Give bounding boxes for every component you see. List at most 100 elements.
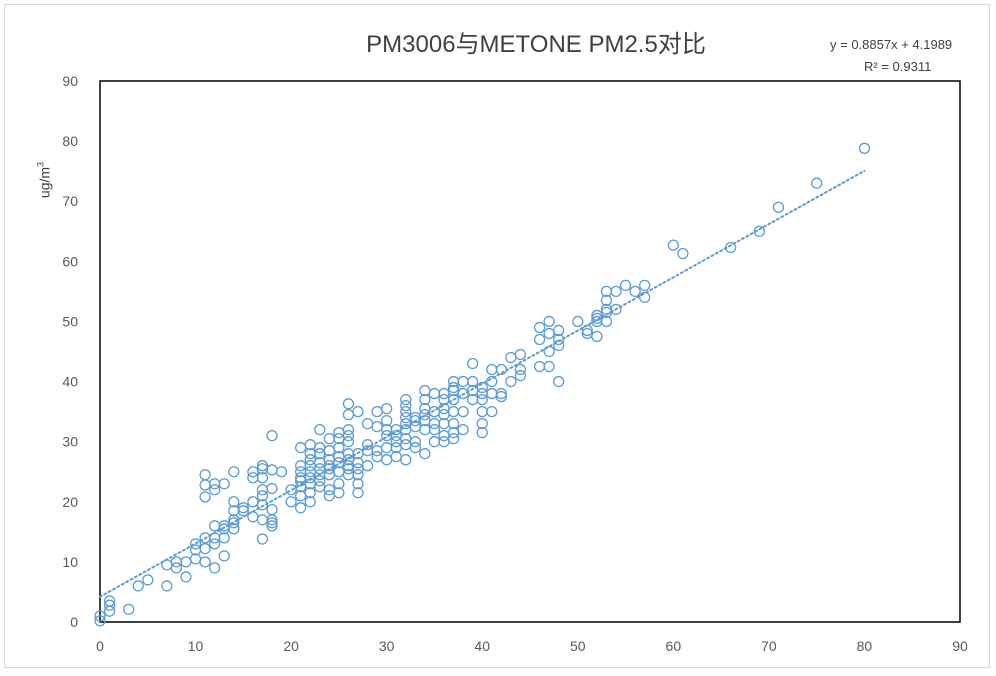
data-point — [314, 475, 326, 487]
x-tick-label: 20 — [283, 638, 299, 654]
data-point — [266, 517, 278, 529]
data-point — [342, 436, 355, 448]
data-point — [553, 324, 565, 337]
data-point — [94, 610, 106, 622]
data-point — [553, 375, 565, 388]
trendline-equation: y = 0.8857x + 4.1989 — [830, 37, 953, 52]
x-axis-tick-labels: 0 10 20 30 40 50 60 70 80 90 — [96, 638, 968, 654]
data-point — [228, 523, 240, 535]
data-point — [639, 279, 651, 292]
data-point — [400, 393, 412, 406]
x-tick-label: 70 — [761, 638, 777, 654]
data-point — [419, 448, 431, 460]
y-tick-label: 30 — [62, 434, 78, 450]
data-point — [199, 491, 211, 503]
data-point — [228, 514, 240, 526]
data-point — [610, 303, 622, 316]
data-point — [333, 487, 345, 499]
data-point — [361, 439, 374, 451]
x-tick-label: 40 — [474, 638, 490, 654]
data-point — [381, 402, 393, 415]
data-point — [619, 279, 632, 292]
y-tick-label: 90 — [62, 73, 78, 89]
data-point — [610, 285, 622, 298]
data-point — [533, 333, 546, 346]
data-point — [199, 543, 211, 555]
data-point — [352, 469, 364, 481]
data-point — [218, 532, 230, 544]
data-point — [400, 399, 412, 412]
data-point — [352, 405, 364, 418]
chart-title: PM3006与METONE PM2.5对比 — [366, 31, 706, 58]
data-point — [447, 381, 460, 394]
data-point — [333, 442, 345, 454]
data-point — [218, 550, 230, 562]
data-point — [352, 478, 364, 490]
data-point — [342, 423, 355, 436]
data-point — [486, 375, 498, 388]
data-point — [333, 478, 345, 490]
data-point — [237, 502, 249, 514]
data-point — [352, 487, 364, 499]
data-point — [256, 499, 269, 511]
data-point — [457, 423, 469, 436]
data-point — [581, 324, 593, 337]
data-point — [543, 315, 555, 328]
data-point — [256, 533, 269, 545]
x-tick-label: 0 — [96, 638, 104, 654]
data-point — [772, 201, 785, 213]
data-point — [228, 496, 240, 508]
x-tick-label: 50 — [570, 638, 586, 654]
data-point — [457, 405, 469, 418]
data-point — [228, 466, 240, 478]
data-point — [514, 369, 527, 382]
x-tick-label: 10 — [188, 638, 204, 654]
data-point — [725, 241, 737, 254]
data-point — [199, 469, 211, 481]
data-point — [170, 562, 183, 574]
x-tick-label: 80 — [857, 638, 873, 654]
data-point — [209, 484, 221, 496]
data-point — [103, 599, 116, 611]
y-tick-label: 0 — [70, 614, 78, 630]
data-point — [505, 375, 517, 388]
plot-area — [99, 80, 961, 623]
data-point — [467, 375, 479, 388]
data-point — [295, 502, 307, 514]
data-point — [667, 239, 679, 251]
data-point — [132, 580, 144, 592]
y-tick-label: 10 — [62, 554, 78, 570]
data-point — [94, 615, 106, 627]
data-point — [543, 360, 555, 373]
data-point — [476, 393, 488, 406]
data-point — [199, 556, 211, 568]
data-point — [514, 348, 527, 361]
data-point — [495, 390, 507, 403]
data-point — [553, 333, 565, 346]
data-point — [361, 460, 374, 472]
data-point — [142, 574, 154, 586]
data-point — [629, 285, 641, 298]
data-point — [419, 393, 431, 406]
data-point — [476, 381, 488, 394]
data-point — [275, 466, 288, 478]
data-point — [266, 482, 278, 495]
data-point — [467, 357, 479, 370]
data-point — [314, 423, 326, 436]
y-tick-label: 80 — [62, 133, 78, 149]
y-tick-label: 20 — [62, 494, 78, 510]
y-axis-tick-labels: 0 10 20 30 40 50 60 70 80 90 — [62, 73, 78, 630]
data-point — [677, 247, 689, 260]
data-point — [553, 339, 565, 352]
data-point — [266, 520, 278, 532]
data-point — [476, 426, 488, 439]
data-point — [600, 315, 613, 328]
data-point — [161, 580, 173, 592]
data-point — [256, 472, 269, 484]
data-point — [486, 405, 498, 418]
data-point — [591, 330, 603, 343]
data-point — [285, 496, 297, 508]
data-point — [103, 595, 116, 607]
data-point — [123, 603, 135, 616]
data-point — [600, 294, 613, 307]
